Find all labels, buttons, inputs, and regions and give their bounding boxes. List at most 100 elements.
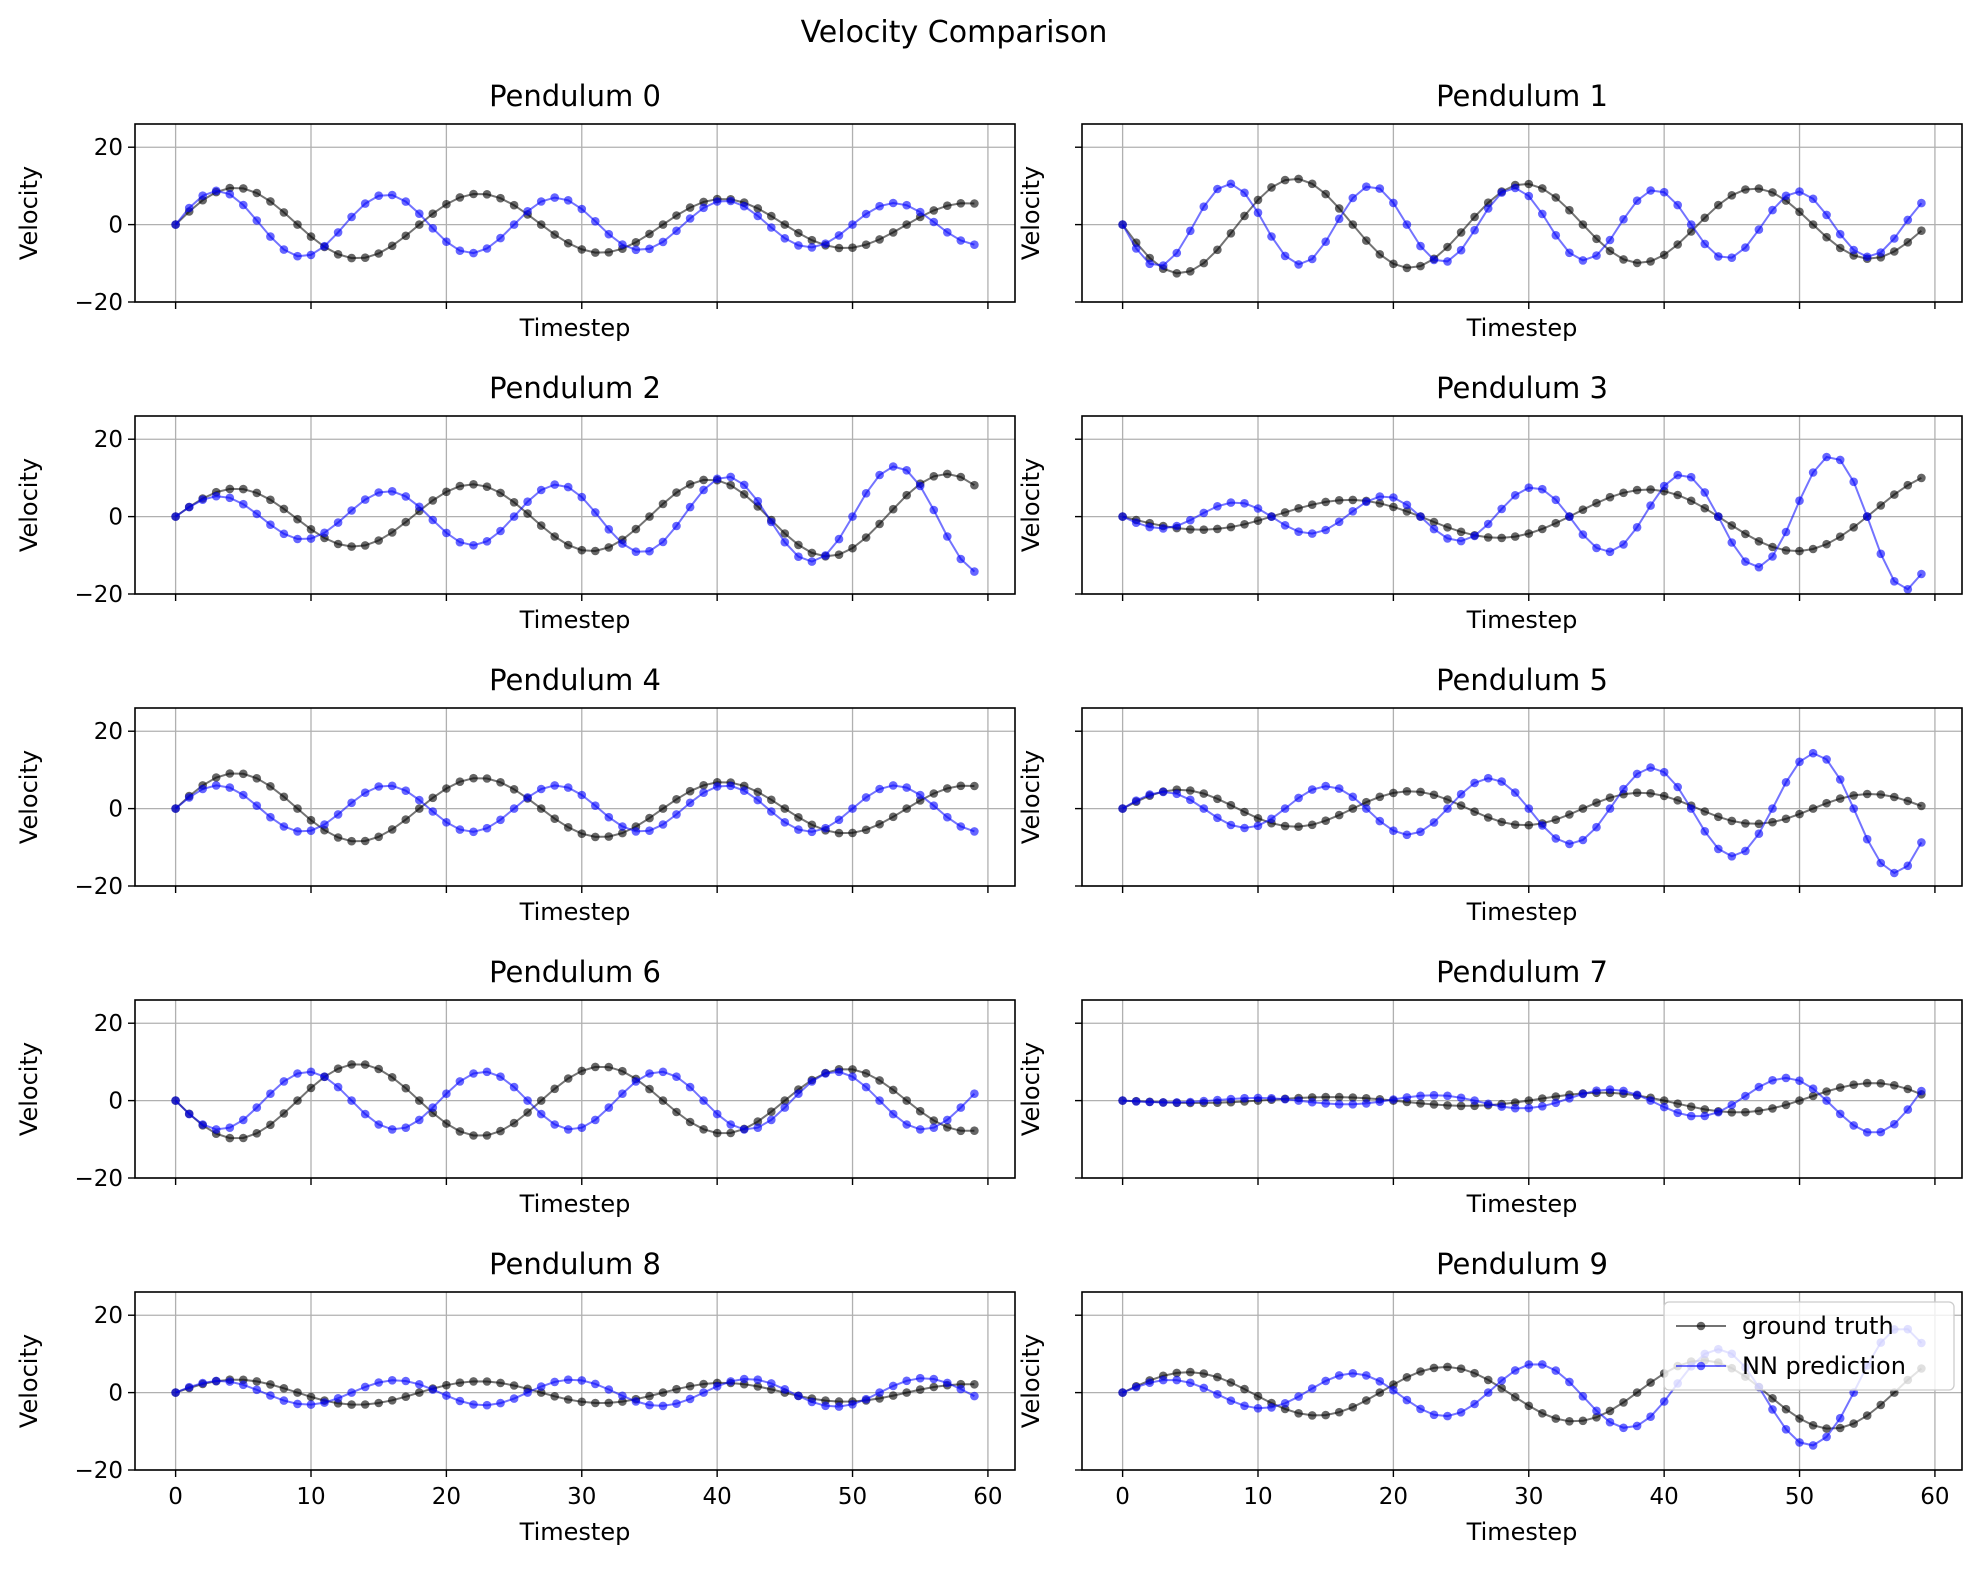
ground-truth-point (1280, 508, 1290, 517)
ground-truth-point (469, 1131, 478, 1140)
nn-prediction-point (1307, 529, 1317, 538)
ground-truth-point (455, 481, 465, 491)
nn-prediction-point (1835, 1413, 1845, 1423)
nn-prediction-point (1917, 1086, 1926, 1096)
nn-prediction-point (631, 1077, 641, 1086)
nn-prediction-point (1199, 1383, 1209, 1393)
ground-truth-point (1348, 804, 1358, 813)
nn-prediction-point (618, 822, 627, 831)
nn-prediction-point (915, 207, 925, 217)
nn-prediction-point (536, 1109, 546, 1119)
nn-prediction-point (821, 239, 830, 248)
ground-truth-point (929, 1116, 939, 1125)
ground-truth-point (550, 532, 559, 541)
nn-prediction-point (767, 1379, 776, 1388)
ground-truth-point (1443, 523, 1452, 532)
nn-prediction-point (739, 1125, 749, 1134)
ground-truth-point (536, 1096, 546, 1105)
ground-truth-point (1592, 498, 1601, 508)
ground-truth-point (1483, 533, 1493, 542)
nn-prediction-point (482, 1067, 492, 1077)
nn-prediction-point (618, 240, 627, 249)
ground-truth-point (293, 1096, 302, 1105)
nn-prediction-point (1686, 804, 1696, 813)
ground-truth-point (699, 197, 708, 207)
nn-prediction-point (1416, 1404, 1425, 1414)
ground-truth-point (685, 480, 695, 489)
nn-prediction-point (1456, 789, 1466, 799)
nn-prediction-point (658, 537, 668, 547)
nn-prediction-point (211, 1125, 221, 1134)
nn-prediction-point (577, 790, 587, 800)
ground-truth-point (509, 785, 519, 794)
nn-prediction-point (1890, 577, 1899, 586)
ground-truth-point (888, 504, 898, 514)
ground-truth-point (563, 1395, 573, 1404)
ground-truth-point (1172, 269, 1182, 278)
ground-truth-point (1768, 1394, 1777, 1403)
nn-prediction-point (1862, 834, 1872, 844)
nn-prediction-series (171, 1373, 979, 1411)
ground-truth-point (1862, 1078, 1872, 1088)
ground-truth-point (753, 787, 763, 797)
nn-prediction-point (1470, 1399, 1479, 1409)
nn-prediction-point (1375, 816, 1385, 826)
ground-truth-point (834, 243, 844, 253)
nn-prediction-point (469, 1400, 478, 1409)
ground-truth-point (658, 220, 668, 229)
nn-prediction-point (1416, 512, 1425, 521)
nn-prediction-point (496, 1398, 505, 1408)
ground-truth-point (1646, 1378, 1655, 1387)
ground-truth-point (1524, 820, 1534, 830)
nn-prediction-point (1253, 504, 1263, 513)
ground-truth-point (658, 804, 668, 813)
axes-frame (134, 1291, 1016, 1471)
ground-truth-point (1741, 529, 1750, 539)
ground-truth-point (1808, 220, 1818, 229)
ground-truth-point (1280, 821, 1290, 831)
nn-prediction-point (184, 1382, 194, 1392)
nn-prediction-point (1781, 1073, 1791, 1083)
nn-prediction-point (712, 197, 722, 206)
ground-truth-point (712, 1128, 722, 1138)
nn-prediction-point (861, 1394, 871, 1404)
nn-prediction-point (1389, 1095, 1398, 1104)
nn-prediction-point (1158, 261, 1168, 270)
nn-prediction-point (1172, 521, 1182, 531)
nn-prediction-point (1362, 804, 1371, 813)
ground-truth-point (1186, 1367, 1195, 1377)
nn-prediction-point (956, 554, 966, 564)
x-axis-label: Timestep (1466, 1190, 1578, 1218)
ground-truth-point (1362, 797, 1371, 807)
nn-prediction-point (618, 539, 627, 548)
nn-prediction-point (360, 1109, 370, 1119)
nn-prediction-point (1673, 782, 1682, 792)
nn-prediction-point (1524, 1103, 1534, 1113)
ground-truth-point (1795, 207, 1804, 217)
nn-prediction-point (1294, 527, 1303, 536)
nn-prediction-point (1822, 755, 1831, 764)
ground-truth-point (1402, 787, 1412, 796)
nn-prediction-point (1551, 495, 1561, 505)
nn-prediction-point (1903, 861, 1913, 871)
ground-truth-point (496, 193, 505, 203)
ground-truth-point (1632, 1388, 1642, 1397)
ground-truth-point (780, 529, 790, 538)
nn-prediction-point (726, 781, 735, 791)
nn-prediction-point (496, 1072, 505, 1081)
nn-prediction-point (1808, 194, 1818, 204)
nn-prediction-point (970, 827, 979, 836)
y-axis-label: Velocity (15, 750, 43, 844)
x-tick-label: 60 (1920, 1484, 1949, 1510)
ground-truth-point (604, 832, 614, 841)
nn-prediction-point (401, 1123, 411, 1132)
ground-truth-point (1375, 1388, 1385, 1397)
nn-prediction-point (1795, 1438, 1804, 1447)
nn-prediction-point (1280, 804, 1290, 813)
ground-truth-point (401, 1083, 411, 1093)
nn-prediction-point (1240, 1401, 1249, 1411)
ground-truth-point (1334, 496, 1344, 505)
ground-truth-point (794, 228, 803, 238)
nn-prediction-point (1321, 781, 1330, 791)
ground-truth-point (1510, 532, 1520, 541)
